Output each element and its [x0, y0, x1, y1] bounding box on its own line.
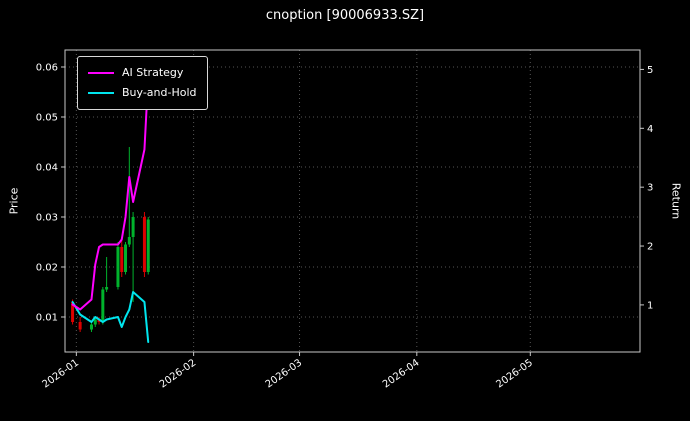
legend-item-ai-strategy: AI Strategy: [88, 63, 197, 83]
candle-body: [78, 322, 82, 330]
ai-strategy-line: [71, 76, 150, 311]
candle-body: [71, 302, 75, 322]
buy-and-hold-line: [71, 291, 150, 343]
x-tick-label: 2026-03: [264, 357, 305, 390]
candle-body: [131, 217, 135, 237]
candle-body: [124, 244, 128, 272]
candle-body: [105, 287, 109, 290]
candle-body: [89, 324, 93, 330]
buy-and-hold-line-swatch: [88, 92, 114, 94]
candle-body: [142, 217, 146, 272]
candle-body: [97, 319, 101, 322]
legend-item-buy-and-hold: Buy-and-Hold: [88, 83, 197, 103]
plot-border: [64, 49, 641, 353]
y-tick-label-return: 1: [647, 300, 653, 311]
chart-title: cnoption [90006933.SZ]: [265, 8, 425, 23]
legend: AI Strategy Buy-and-Hold: [77, 56, 208, 110]
y-tick-label-price: 0.03: [36, 213, 58, 224]
x-tick-label: 2026-01: [41, 357, 82, 390]
legend-label-buy-and-hold: Buy-and-Hold: [122, 86, 197, 99]
legend-label-ai-strategy: AI Strategy: [122, 66, 184, 79]
candle-body: [93, 319, 97, 325]
x-tick-label: 2026-05: [494, 357, 535, 390]
y-tick-label-return: 3: [647, 183, 653, 194]
candle-body: [146, 219, 150, 272]
y-tick-label-price: 0.02: [36, 263, 58, 274]
y-tick-label-return: 2: [647, 242, 653, 253]
candle-body: [101, 289, 105, 322]
y-tick-label-return: 4: [647, 124, 653, 135]
x-tick-label: 2026-02: [158, 357, 199, 390]
ai-strategy-line-swatch: [88, 72, 114, 74]
y-tick-label-price: 0.05: [36, 113, 58, 124]
y-tick-label-price: 0.04: [36, 163, 58, 174]
candle-body: [116, 247, 120, 287]
candle-body: [127, 237, 131, 245]
x-tick-label: 2026-04: [381, 357, 422, 390]
candle-body: [120, 247, 124, 272]
y-tick-label-price: 0.01: [36, 313, 58, 324]
y-tick-label-return: 5: [647, 65, 653, 76]
y-tick-label-price: 0.06: [36, 63, 58, 74]
